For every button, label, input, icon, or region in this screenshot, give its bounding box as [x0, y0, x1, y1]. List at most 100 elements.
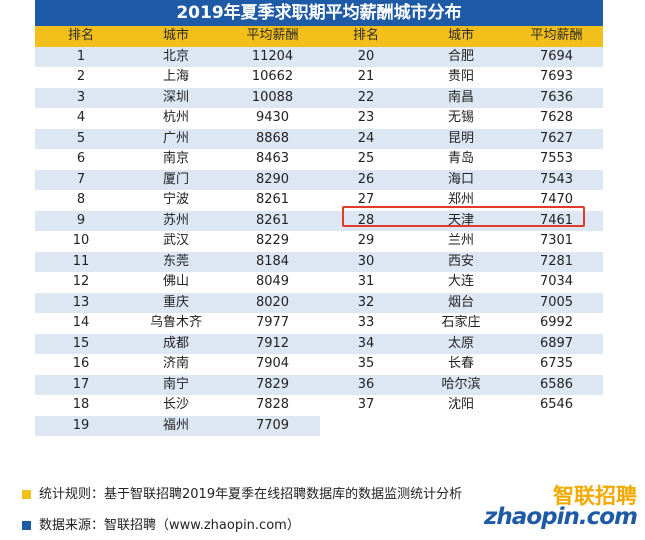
- salary-cell: 9430: [225, 108, 320, 129]
- table-row: 2 上海 10662 21 贵阳 7693: [35, 67, 603, 88]
- city-cell: 苏州: [127, 210, 225, 231]
- rank-cell: 9: [35, 210, 127, 231]
- city-cell: 杭州: [127, 108, 225, 129]
- table-title: 2019年夏季求职期平均薪酬城市分布: [35, 0, 603, 26]
- table-row: 3 深圳 10088 22 南昌 7636: [35, 87, 603, 108]
- city-cell: 无锡: [412, 108, 510, 129]
- rank-cell: 13: [35, 292, 127, 313]
- header-city-right: 城市: [412, 26, 510, 47]
- header-salary-left: 平均薪酬: [225, 26, 320, 47]
- note-source: 数据来源：智联招聘（www.zhaopin.com）: [22, 514, 300, 533]
- rank-cell: 15: [35, 333, 127, 354]
- salary-cell: 7904: [225, 354, 320, 375]
- city-cell: 南昌: [412, 87, 510, 108]
- rank-cell: 31: [320, 272, 412, 293]
- rank-cell: 18: [35, 395, 127, 416]
- city-cell: 西安: [412, 251, 510, 272]
- rank-cell: 6: [35, 149, 127, 170]
- rank-cell: 2: [35, 67, 127, 88]
- salary-cell: 7628: [510, 108, 603, 129]
- rank-cell: 26: [320, 169, 412, 190]
- rank-cell: 37: [320, 395, 412, 416]
- salary-cell: 7977: [225, 313, 320, 334]
- city-cell: [412, 415, 510, 436]
- blue-square-icon: [22, 521, 31, 530]
- header-salary-right: 平均薪酬: [510, 26, 603, 47]
- city-cell: 武汉: [127, 231, 225, 252]
- city-cell: 昆明: [412, 128, 510, 149]
- salary-cell: 10088: [225, 87, 320, 108]
- table-row: 4 杭州 9430 23 无锡 7628: [35, 108, 603, 129]
- salary-cell: 8290: [225, 169, 320, 190]
- city-cell: 乌鲁木齐: [127, 313, 225, 334]
- salary-cell: 6735: [510, 354, 603, 375]
- rank-cell: 4: [35, 108, 127, 129]
- city-cell: 北京: [127, 46, 225, 67]
- note-rule-text: 统计规则：基于智联招聘2019年夏季在线招聘数据库的数据监测统计分析: [39, 487, 463, 502]
- table-row: 6 南京 8463 25 青岛 7553: [35, 149, 603, 170]
- city-cell: 广州: [127, 128, 225, 149]
- city-cell: 长春: [412, 354, 510, 375]
- salary-cell: 7829: [225, 374, 320, 395]
- rank-cell: 34: [320, 333, 412, 354]
- salary-cell: 7034: [510, 272, 603, 293]
- yellow-square-icon: [22, 490, 31, 499]
- rank-cell: 30: [320, 251, 412, 272]
- city-cell: 东莞: [127, 251, 225, 272]
- rank-cell: 24: [320, 128, 412, 149]
- salary-cell: 11204: [225, 46, 320, 67]
- rank-cell: 11: [35, 251, 127, 272]
- table-row: 13 重庆 8020 32 烟台 7005: [35, 292, 603, 313]
- salary-cell: 7693: [510, 67, 603, 88]
- city-cell: 南京: [127, 149, 225, 170]
- salary-cell: 7694: [510, 46, 603, 67]
- table-row: 17 南宁 7829 36 哈尔滨 6586: [35, 374, 603, 395]
- salary-cell: 7912: [225, 333, 320, 354]
- table-row: 7 厦门 8290 26 海口 7543: [35, 169, 603, 190]
- salary-cell: 8261: [225, 210, 320, 231]
- rank-cell: 14: [35, 313, 127, 334]
- table-row: 19 福州 7709: [35, 415, 603, 436]
- city-cell: 合肥: [412, 46, 510, 67]
- table-row: 5 广州 8868 24 昆明 7627: [35, 128, 603, 149]
- salary-cell: 7627: [510, 128, 603, 149]
- rank-cell: 1: [35, 46, 127, 67]
- rank-cell: 36: [320, 374, 412, 395]
- table-row: 8 宁波 8261 27 郑州 7470: [35, 190, 603, 211]
- rank-cell: 3: [35, 87, 127, 108]
- header-city-left: 城市: [127, 26, 225, 47]
- city-cell: 佛山: [127, 272, 225, 293]
- salary-cell: 6586: [510, 374, 603, 395]
- rank-cell: 35: [320, 354, 412, 375]
- city-cell: 海口: [412, 169, 510, 190]
- city-cell: 太原: [412, 333, 510, 354]
- salary-cell: 6992: [510, 313, 603, 334]
- rank-cell: 32: [320, 292, 412, 313]
- city-cell: 大连: [412, 272, 510, 293]
- salary-cell: 7828: [225, 395, 320, 416]
- rank-cell: 33: [320, 313, 412, 334]
- rank-cell: 21: [320, 67, 412, 88]
- rank-cell: 5: [35, 128, 127, 149]
- header-row: 排名 城市 平均薪酬 排名 城市 平均薪酬: [35, 26, 603, 47]
- rank-cell: 25: [320, 149, 412, 170]
- city-cell: 重庆: [127, 292, 225, 313]
- salary-cell: 8049: [225, 272, 320, 293]
- logo-en-text: zhaopin.com: [484, 504, 638, 530]
- highlight-box: [342, 206, 585, 227]
- table-row: 16 济南 7904 35 长春 6735: [35, 354, 603, 375]
- table-body: 1 北京 11204 20 合肥 7694 2 上海 10662 21 贵阳 7693 3 深圳 10088…: [35, 46, 603, 436]
- salary-cell: 7005: [510, 292, 603, 313]
- city-cell: 成都: [127, 333, 225, 354]
- salary-cell: 7636: [510, 87, 603, 108]
- salary-cell: 10662: [225, 67, 320, 88]
- city-cell: 上海: [127, 67, 225, 88]
- salary-cell: 8229: [225, 231, 320, 252]
- city-cell: 哈尔滨: [412, 374, 510, 395]
- city-cell: 深圳: [127, 87, 225, 108]
- note-source-text: 数据来源：智联招聘（www.zhaopin.com）: [39, 518, 300, 533]
- salary-cell: 7543: [510, 169, 603, 190]
- city-cell: 烟台: [412, 292, 510, 313]
- city-cell: 厦门: [127, 169, 225, 190]
- rank-cell: 10: [35, 231, 127, 252]
